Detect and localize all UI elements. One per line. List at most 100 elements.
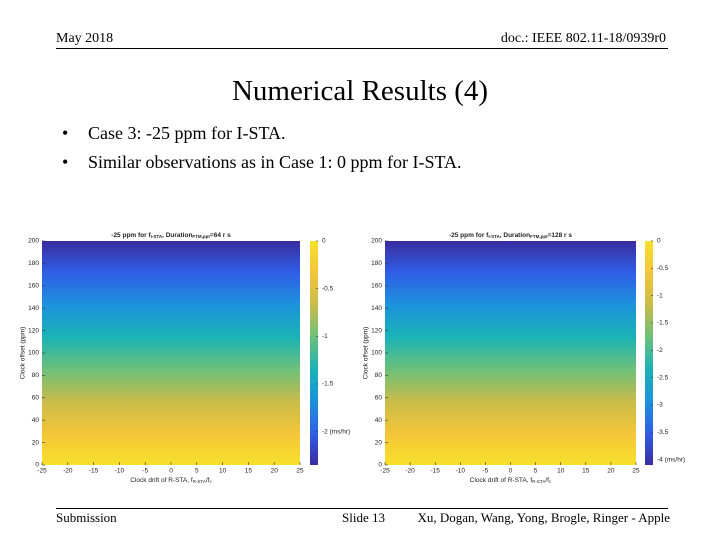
x-tick-label: -10 xyxy=(456,468,466,475)
colorbar-tick-label: -0.5 xyxy=(322,285,334,292)
subscript: I-STA xyxy=(151,234,163,239)
header-date: May 2018 xyxy=(56,31,114,46)
subscript: I-STA xyxy=(488,234,500,239)
subscript: R-STA xyxy=(532,479,545,484)
colorbar-tick-label: -2 xyxy=(657,347,663,354)
header-rule xyxy=(56,48,668,49)
footer-rule xyxy=(56,508,668,509)
subscript: R-STA xyxy=(193,479,206,484)
label-part: -25 ppm for f xyxy=(111,232,151,239)
y-tick-label: 40 xyxy=(32,417,40,424)
x-tick-label: -25 xyxy=(37,468,47,475)
x-tick-label: 0 xyxy=(509,468,513,475)
header-doc: doc.: IEEE 802.11-18/0939r0 xyxy=(500,31,666,46)
label: Clock drift of R-STA, fR-STA/fc xyxy=(470,477,552,484)
label-part: , Duration xyxy=(500,232,530,239)
x-tick-label: -20 xyxy=(405,468,415,475)
y-axis-label: Clock offset (ppm) xyxy=(363,327,370,380)
label: -25 ppm for fI-STA, DurationFTM,ppt=64 r… xyxy=(111,232,231,239)
y-tick-label: 200 xyxy=(371,238,382,245)
label-part: Clock drift of R-STA, f xyxy=(130,477,193,484)
footer-center: Slide 13 xyxy=(342,510,385,525)
label-part: , Duration xyxy=(162,232,192,239)
label-part: /f xyxy=(545,477,549,484)
colorbar-tick-label: -4 (ms/hr) xyxy=(657,456,685,463)
colorbar-tick-label: -3 xyxy=(657,402,663,409)
subscript: c xyxy=(549,479,552,484)
label-part: Clock drift of R-STA, f xyxy=(470,477,533,484)
colorbar-tick-label: -1.5 xyxy=(322,381,334,388)
label-part: /f xyxy=(206,477,210,484)
y-tick-label: 100 xyxy=(28,350,39,357)
x-tick-label: 20 xyxy=(607,468,615,475)
colorbar-tick-label: -2.5 xyxy=(657,374,669,381)
y-tick-label: 120 xyxy=(371,327,382,334)
x-tick-label: -10 xyxy=(115,468,125,475)
label: Clock drift of R-STA, fR-STA/fc xyxy=(130,477,212,484)
bullet-text: Similar observations as in Case 1: 0 ppm… xyxy=(88,152,462,172)
bullet-text: Case 3: -25 ppm for I-STA. xyxy=(88,123,286,143)
x-tick-label: 25 xyxy=(296,468,304,475)
y-tick-label: 180 xyxy=(28,260,39,267)
x-tick-label: 25 xyxy=(632,468,640,475)
subscript: FTM,ppt xyxy=(192,234,210,239)
label-part: =64 r s xyxy=(210,232,231,239)
heatmap-chart: -25 -20 -15 -10 -5 0 5 10 15 20 250204060801001201… xyxy=(363,232,685,484)
colorbar xyxy=(645,241,653,465)
y-tick-label: 60 xyxy=(32,395,40,402)
x-tick-label: -25 xyxy=(380,468,390,475)
subscript: c xyxy=(209,479,212,484)
label-part: -25 ppm for f xyxy=(449,232,489,239)
footer-right: Xu, Dogan, Wang, Yong, Brogle, Ringer - … xyxy=(417,510,670,525)
bullet: • Case 3: -25 ppm for I-STA. xyxy=(62,123,286,143)
x-tick-label: 15 xyxy=(245,468,253,475)
y-tick-label: 60 xyxy=(375,395,383,402)
x-tick-label: 0 xyxy=(169,468,173,475)
heatmap-chart: -25 -20 -15 -10 -5 0 5 10 15 20 250204060801001201… xyxy=(20,232,350,484)
heatmap xyxy=(42,241,300,465)
y-axis-label: Clock offset (ppm) xyxy=(20,327,27,380)
label-part: =128 r s xyxy=(548,232,573,239)
colorbar-tick-label: -1 xyxy=(322,333,328,340)
y-tick-label: 0 xyxy=(35,462,39,469)
y-tick-label: 180 xyxy=(371,260,382,267)
x-tick-label: 15 xyxy=(582,468,590,475)
heatmap xyxy=(385,241,636,465)
y-tick-label: 200 xyxy=(28,238,39,245)
x-tick-label: -15 xyxy=(89,468,99,475)
y-tick-label: 140 xyxy=(28,305,39,312)
colorbar-tick-label: -0.5 xyxy=(657,265,669,272)
subscript: FTM,ppt xyxy=(530,234,548,239)
y-tick-label: 160 xyxy=(371,283,382,290)
y-tick-label: 100 xyxy=(371,350,382,357)
colorbar-tick-label: -1.5 xyxy=(657,320,669,327)
colorbar-tick-label: 0 xyxy=(657,238,661,245)
colorbar-tick-label: -3.5 xyxy=(657,429,669,436)
colorbar xyxy=(310,241,318,465)
y-tick-label: 40 xyxy=(375,417,383,424)
slide-title: Numerical Results (4) xyxy=(231,75,489,107)
x-tick-label: 5 xyxy=(534,468,538,475)
x-tick-label: -15 xyxy=(430,468,440,475)
footer-left: Submission xyxy=(56,510,117,525)
colorbar-tick-label: -2 (ms/hr) xyxy=(322,428,350,435)
x-tick-label: 10 xyxy=(557,468,565,475)
y-tick-label: 120 xyxy=(28,327,39,334)
x-tick-label: -5 xyxy=(142,468,148,475)
colorbar-tick-label: -1 xyxy=(657,292,663,299)
x-tick-label: -5 xyxy=(483,468,489,475)
x-tick-label: 5 xyxy=(195,468,199,475)
label: -25 ppm for fI-STA, DurationFTM,ppt=128 … xyxy=(449,232,572,239)
y-tick-label: 20 xyxy=(375,439,383,446)
y-tick-label: 140 xyxy=(371,305,382,312)
y-tick-label: 80 xyxy=(32,372,40,379)
bullet: • Similar observations as in Case 1: 0 pp… xyxy=(62,152,462,172)
x-tick-label: 20 xyxy=(271,468,279,475)
y-tick-label: 20 xyxy=(32,439,40,446)
x-tick-label: 10 xyxy=(219,468,227,475)
y-tick-label: 80 xyxy=(375,372,383,379)
y-tick-label: 160 xyxy=(28,283,39,290)
y-tick-label: 0 xyxy=(378,462,382,469)
